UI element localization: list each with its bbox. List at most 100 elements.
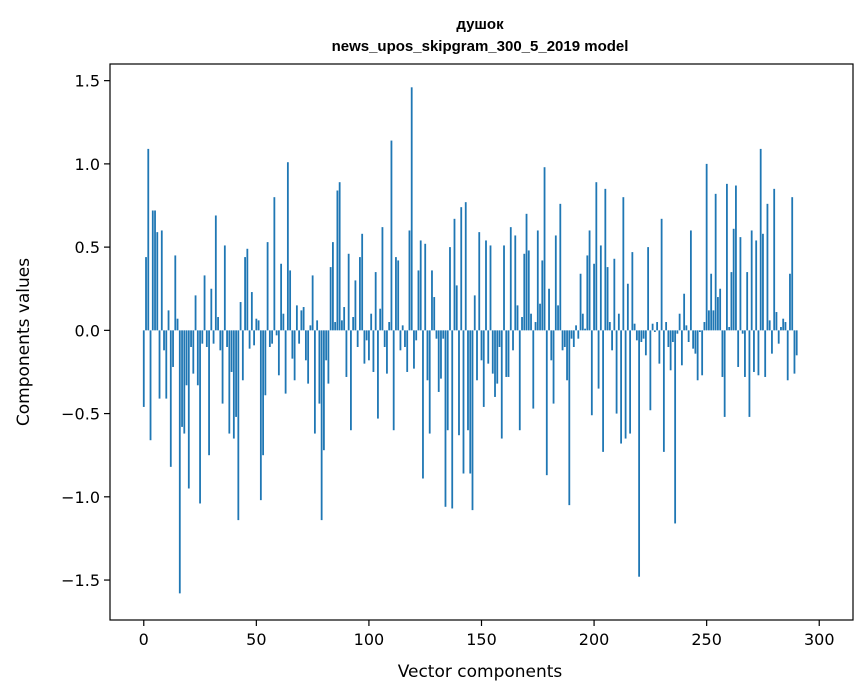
bar — [586, 255, 589, 331]
bar — [437, 330, 440, 392]
bar — [557, 305, 559, 331]
bar — [223, 245, 226, 331]
bar — [322, 330, 325, 451]
bar — [671, 330, 674, 342]
bar — [183, 330, 186, 434]
bar — [442, 330, 445, 339]
bar — [570, 330, 573, 339]
bar — [210, 288, 213, 331]
bar — [194, 295, 197, 331]
bar — [527, 250, 530, 331]
bar — [154, 210, 156, 331]
bar — [327, 330, 330, 384]
bar — [196, 330, 199, 386]
bar — [516, 305, 519, 331]
bar — [683, 293, 686, 331]
bar — [739, 237, 742, 331]
bar — [458, 330, 460, 436]
bar — [485, 240, 487, 331]
x-tick-label: 0 — [139, 630, 149, 649]
bar — [280, 263, 283, 331]
bar — [505, 330, 508, 377]
bar — [698, 330, 701, 333]
bar — [338, 182, 341, 331]
bar — [728, 327, 731, 331]
bar — [271, 330, 274, 344]
bar — [629, 330, 632, 434]
bar — [399, 330, 402, 351]
bar — [498, 330, 501, 347]
bar — [158, 330, 161, 399]
bar — [602, 330, 604, 452]
bar — [793, 330, 796, 374]
bar — [415, 330, 418, 341]
bar — [674, 330, 677, 524]
bar — [606, 267, 609, 331]
bar — [771, 330, 773, 354]
bar — [408, 230, 411, 331]
bar — [579, 273, 582, 331]
bar — [568, 330, 571, 506]
bar — [759, 148, 762, 331]
bar — [692, 330, 695, 349]
bar — [662, 330, 665, 452]
bar — [539, 303, 541, 331]
bar — [417, 270, 420, 331]
bar — [372, 330, 375, 372]
bar — [622, 197, 625, 331]
bar — [363, 330, 366, 364]
bar — [653, 330, 656, 333]
bar — [476, 330, 478, 381]
bar — [572, 330, 575, 347]
bar — [755, 240, 758, 331]
bar — [559, 203, 562, 331]
bar — [248, 330, 251, 349]
x-tick-label: 250 — [691, 630, 722, 649]
bar — [552, 330, 555, 404]
bar — [282, 313, 285, 331]
bar — [687, 330, 690, 342]
bar — [611, 330, 613, 351]
bar — [268, 330, 271, 347]
bar — [302, 307, 305, 331]
bar — [449, 247, 451, 331]
bar — [221, 330, 224, 404]
bar — [593, 263, 595, 331]
bar — [491, 330, 494, 374]
x-tick-label: 100 — [354, 630, 385, 649]
bar — [680, 330, 683, 366]
bar — [489, 245, 492, 331]
bar — [273, 197, 276, 331]
bar — [638, 330, 641, 577]
bar — [624, 330, 627, 439]
bar — [226, 330, 228, 347]
y-tick-label: 0.5 — [75, 238, 100, 257]
bar — [395, 257, 397, 331]
bar — [392, 330, 395, 431]
bar — [219, 330, 222, 351]
bar — [341, 320, 343, 331]
bar — [147, 148, 150, 331]
bar — [291, 330, 294, 359]
bar — [192, 330, 195, 374]
bar — [617, 313, 620, 331]
bar — [626, 283, 629, 331]
bar — [316, 320, 319, 331]
bar — [212, 330, 215, 344]
bar — [255, 318, 258, 331]
bar — [633, 323, 636, 331]
bar — [717, 297, 719, 331]
bar — [404, 330, 406, 347]
bar — [228, 330, 231, 434]
bar — [487, 330, 490, 364]
bar — [512, 330, 514, 351]
bar — [446, 330, 449, 431]
bar — [377, 330, 379, 419]
bar — [705, 163, 708, 331]
bar — [359, 257, 361, 331]
bar — [239, 302, 242, 331]
y-tick-label: 1.0 — [75, 155, 100, 174]
bar — [160, 230, 163, 331]
bar — [620, 330, 622, 444]
